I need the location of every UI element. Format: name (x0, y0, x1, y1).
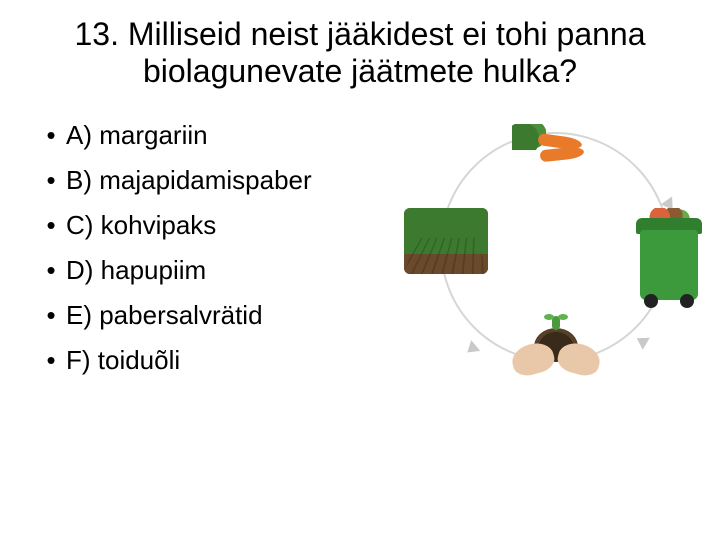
option-label: A) margariin (66, 118, 208, 153)
hands-compost-icon (506, 318, 606, 390)
bullet-icon: • (36, 343, 66, 378)
content-area: • A) margariin • B) majapidamispaber • C… (0, 90, 720, 418)
option-label: E) pabersalvrätid (66, 298, 263, 333)
option-label: F) toiduõli (66, 343, 180, 378)
crop-field-icon (404, 208, 488, 274)
option-label: C) kohvipaks (66, 208, 216, 243)
bullet-icon: • (36, 298, 66, 333)
list-item: • C) kohvipaks (36, 208, 406, 243)
list-item: • F) toiduõli (36, 343, 406, 378)
options-list: • A) margariin • B) majapidamispaber • C… (36, 118, 406, 418)
bullet-icon: • (36, 163, 66, 198)
arrow-icon (463, 340, 480, 358)
bullet-icon: • (36, 208, 66, 243)
option-label: B) majapidamispaber (66, 163, 312, 198)
question-title: 13. Milliseid neist jääkidest ei tohi pa… (0, 0, 720, 90)
carrots-icon (516, 108, 606, 168)
bullet-icon: • (36, 118, 66, 153)
compost-cycle-diagram (406, 118, 700, 418)
option-label: D) hapupiim (66, 253, 206, 288)
compost-bin-icon (632, 208, 712, 308)
bullet-icon: • (36, 253, 66, 288)
list-item: • E) pabersalvrätid (36, 298, 406, 333)
list-item: • D) hapupiim (36, 253, 406, 288)
list-item: • B) majapidamispaber (36, 163, 406, 198)
list-item: • A) margariin (36, 118, 406, 153)
arrow-icon (633, 332, 650, 350)
